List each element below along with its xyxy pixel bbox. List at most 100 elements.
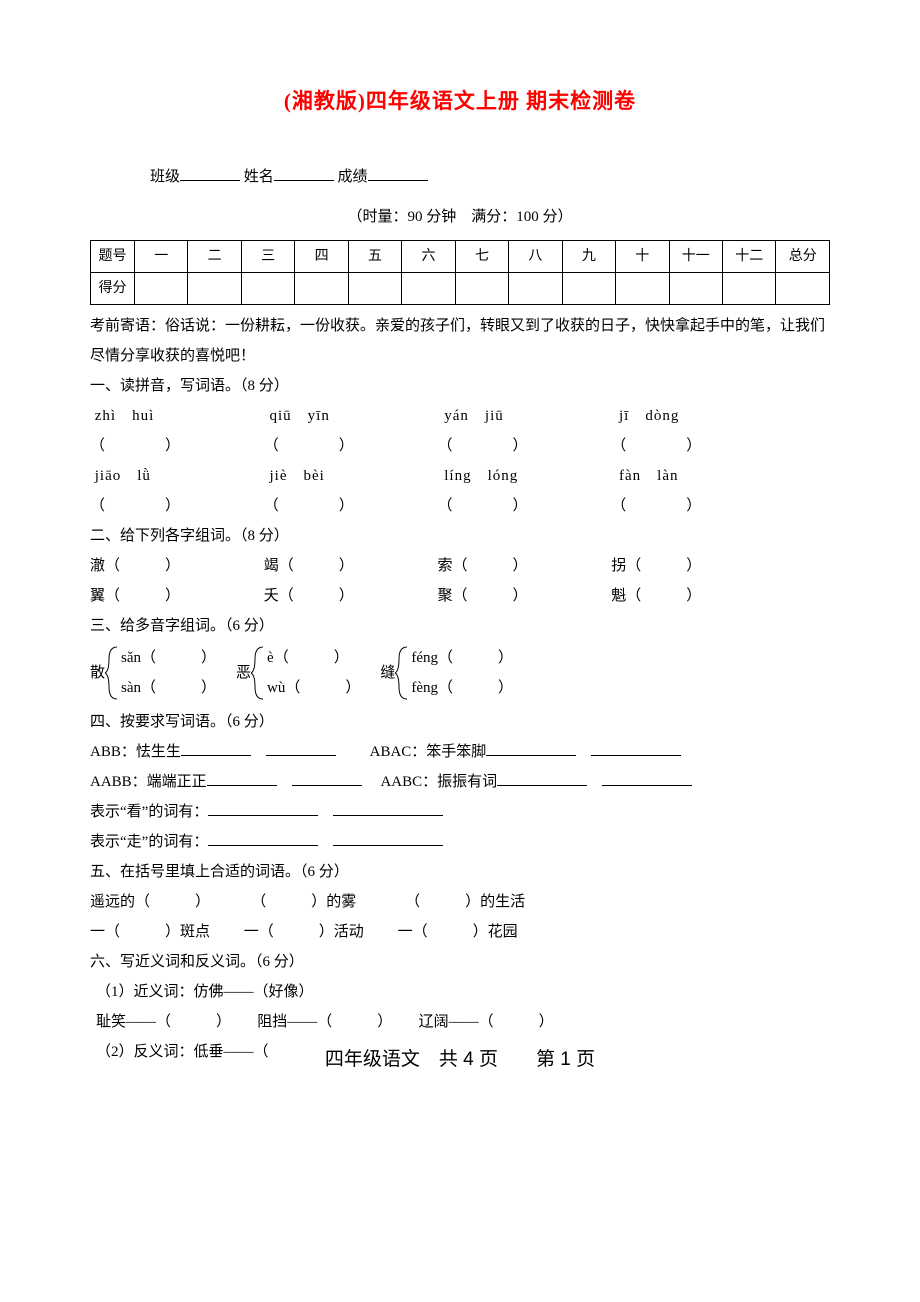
poly-opt: è（ ）: [267, 643, 360, 673]
syn-item: 阻挡——（ ）: [257, 1014, 385, 1030]
q4-label: 表示“走”的词有：: [90, 834, 208, 850]
cell: 二: [188, 241, 241, 273]
syn-item: 耻笑——（ ）: [96, 1014, 224, 1030]
poly-char: 散: [90, 658, 105, 688]
paren-blank: （ ）: [90, 431, 260, 461]
underline-blank: [497, 785, 587, 786]
cell: 五: [348, 241, 401, 273]
pinyin: zhì huì: [95, 401, 265, 431]
q2-row: 翼（ ） 夭（ ） 聚（ ） 魁（ ）: [90, 581, 830, 611]
q1-title: 一、读拼音，写词语。（8 分）: [90, 371, 830, 401]
brace-icon: [395, 645, 409, 701]
pinyin: jiè bèi: [270, 461, 440, 491]
exam-title: (湘教版)四年级语文上册 期末检测卷: [90, 80, 830, 122]
cell-empty: [722, 273, 775, 305]
q4-line: 表示“走”的词有：: [90, 827, 830, 857]
underline-blank: [333, 815, 443, 816]
poly-opt: wù（ ）: [267, 673, 360, 703]
underline-blank: [591, 755, 681, 756]
table-row: 题号 一 二 三 四 五 六 七 八 九 十 十一 十二 总分: [91, 241, 830, 273]
student-info-line: 班级 姓名 成绩: [90, 162, 830, 192]
q6-sub2: （2）反义词：低垂——（: [96, 1044, 269, 1060]
poly-group: 散 sǎn（ ） sàn（ ）: [90, 643, 216, 703]
cell: 九: [562, 241, 615, 273]
q1-pinyin-row: jiāo lǜ jiè bèi líng lóng fàn làn: [90, 461, 830, 491]
pinyin: yán jiū: [444, 401, 614, 431]
q5-row: 一（ ）斑点 一（ ）活动 一（ ）花园: [90, 917, 830, 947]
paren-blank: （ ）: [611, 431, 781, 461]
q3-poly-wrap: 散 sǎn（ ） sàn（ ） 恶 è（ ） wù（ ） 缝 féng（ ） f…: [90, 643, 830, 703]
q2-row: 澈（ ） 竭（ ） 索（ ） 拐（ ）: [90, 551, 830, 581]
syn-item: 辽阔——（ ）: [419, 1014, 554, 1030]
poly-char: 恶: [236, 658, 251, 688]
cell-empty: [455, 273, 508, 305]
cell-empty: [509, 273, 562, 305]
underline-blank: [266, 755, 336, 756]
paren-blank: （ ）: [611, 491, 781, 521]
cell-empty: [188, 273, 241, 305]
q2-title: 二、给下列各字组词。（8 分）: [90, 521, 830, 551]
q4-line: ABB：怯生生 ABAC：笨手笨脚: [90, 737, 830, 767]
underline-blank: [207, 785, 277, 786]
pinyin: qiū yīn: [270, 401, 440, 431]
fill-item: 一（ ）斑点: [90, 924, 210, 940]
word-blank: 聚（ ）: [438, 581, 608, 611]
cell-empty: [135, 273, 188, 305]
cell-empty: [776, 273, 830, 305]
underline-blank: [181, 755, 251, 756]
q4-title: 四、按要求写词语。（6 分）: [90, 707, 830, 737]
q6-sub2-line: （2）反义词：低垂——（ 四年级语文 共 4 页 第 1 页: [90, 1037, 830, 1067]
paren-blank: （ ）: [438, 431, 608, 461]
table-row: 得分: [91, 273, 830, 305]
poly-opt: sǎn（ ）: [121, 643, 216, 673]
cell: 八: [509, 241, 562, 273]
label-class: 班级: [150, 169, 180, 185]
paren-blank: （ ）: [438, 491, 608, 521]
paren-blank: （ ）: [264, 431, 434, 461]
time-info: （时量：90 分钟 满分：100 分）: [90, 202, 830, 232]
q6-row: 耻笑——（ ） 阻挡——（ ） 辽阔——（ ）: [90, 1007, 830, 1037]
q4-line: 表示“看”的词有：: [90, 797, 830, 827]
q6-sub: （1）近义词：仿佛——（好像）: [90, 977, 830, 1007]
q5-row: 遥远的（ ） （ ）的雾 （ ）的生活: [90, 887, 830, 917]
q1-pinyin-row: zhì huì qiū yīn yán jiū jī dòng: [90, 401, 830, 431]
cell: 总分: [776, 241, 830, 273]
word-blank: 索（ ）: [438, 551, 608, 581]
fill-item: （ ）的雾: [251, 894, 356, 910]
cell: 三: [241, 241, 294, 273]
poly-char: 缝: [380, 658, 395, 688]
fill-item: （ ）的生活: [405, 894, 525, 910]
underline-blank: [486, 755, 576, 756]
pinyin: fàn làn: [619, 461, 789, 491]
underline-blank: [292, 785, 362, 786]
q4-label: AABB：端端正正: [90, 774, 207, 790]
underline-blank: [602, 785, 692, 786]
word-blank: 夭（ ）: [264, 581, 434, 611]
blank-score: [368, 166, 428, 181]
cell: 一: [135, 241, 188, 273]
label-score: 成绩: [338, 169, 368, 185]
poly-group: 缝 féng（ ） fèng（ ）: [380, 643, 513, 703]
pinyin: jī dòng: [619, 401, 789, 431]
poly-opt: fèng（ ）: [411, 673, 513, 703]
blank-name: [274, 166, 334, 181]
pinyin: líng lóng: [444, 461, 614, 491]
q4-label: AABC：振振有词: [380, 774, 497, 790]
label-name: 姓名: [244, 169, 274, 185]
paren-blank: （ ）: [90, 491, 260, 521]
q4-line: AABB：端端正正 AABC：振振有词: [90, 767, 830, 797]
blank-class: [180, 166, 240, 181]
pinyin: jiāo lǜ: [95, 461, 265, 491]
cell-empty: [562, 273, 615, 305]
cell: 六: [402, 241, 455, 273]
cell: 七: [455, 241, 508, 273]
brace-icon: [105, 645, 119, 701]
cell-label: 题号: [91, 241, 135, 273]
q1-blank-row: （ ） （ ） （ ） （ ）: [90, 491, 830, 521]
underline-blank: [208, 845, 318, 846]
word-blank: 翼（ ）: [90, 581, 260, 611]
cell-label: 得分: [91, 273, 135, 305]
score-table: 题号 一 二 三 四 五 六 七 八 九 十 十一 十二 总分 得分: [90, 240, 830, 305]
word-blank: 拐（ ）: [611, 551, 781, 581]
q6-title: 六、写近义词和反义词。（6 分）: [90, 947, 830, 977]
